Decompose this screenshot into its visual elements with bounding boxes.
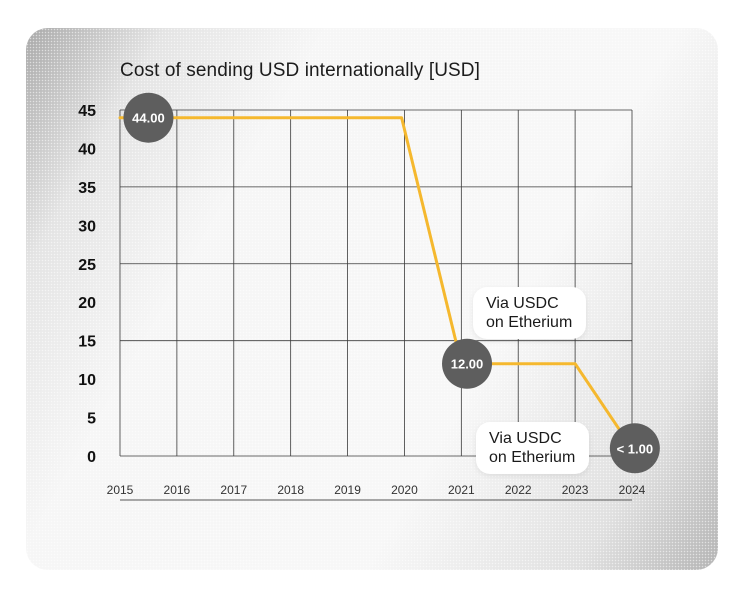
callout-line-1: Via USDC <box>486 295 559 312</box>
series-line <box>118 116 634 450</box>
y-tick-label: 30 <box>78 218 96 235</box>
y-tick-label: 20 <box>78 295 96 312</box>
value-bubble <box>609 423 660 474</box>
value-bubble-label: 12.00 <box>451 357 484 372</box>
x-tick-label: 2019 <box>334 483 361 497</box>
y-tick-label: 5 <box>87 411 96 428</box>
x-tick-label: 2017 <box>220 483 247 497</box>
x-tick-label: 2015 <box>107 483 134 497</box>
callout-line-2: on Etherium <box>486 314 573 331</box>
y-tick-label: 0 <box>87 449 96 466</box>
y-tick-label: 40 <box>78 141 96 158</box>
x-tick-label: 2022 <box>505 483 532 497</box>
x-tick-label: 2016 <box>164 483 191 497</box>
value-bubble-label: < 1.00 <box>617 441 654 456</box>
y-tick-label: 10 <box>78 372 96 389</box>
callout-line-2: on Etherium <box>489 449 576 466</box>
value-bubbles: 44.00 12.00 < 1.00 <box>123 92 660 474</box>
x-axis-ticks: 2015 2016 2017 2018 2019 2020 2021 2022 2023 2024 <box>107 483 646 497</box>
y-tick-label: 45 <box>78 103 96 120</box>
x-tick-label: 2021 <box>448 483 475 497</box>
y-tick-label: 25 <box>78 257 96 274</box>
value-bubble <box>123 92 174 143</box>
x-tick-label: 2024 <box>619 483 646 497</box>
y-tick-label: 15 <box>78 334 96 351</box>
chart-title: Cost of sending USD internationally [USD… <box>120 60 480 81</box>
callout-via-usdc-upper: Via USDC on Etherium <box>473 287 587 339</box>
x-tick-label: 2020 <box>391 483 418 497</box>
x-tick-label: 2023 <box>562 483 589 497</box>
x-tick-label: 2018 <box>277 483 304 497</box>
callout-line-1: Via USDC <box>489 430 562 447</box>
value-bubble-label: 44.00 <box>132 111 165 126</box>
y-axis-ticks: 0 5 10 15 20 25 30 35 40 45 <box>78 103 96 466</box>
value-bubble <box>442 338 493 389</box>
callout-via-usdc-lower: Via USDC on Etherium <box>476 422 590 474</box>
y-tick-label: 35 <box>78 180 96 197</box>
chart-grid <box>119 109 633 457</box>
series-layer <box>118 116 634 450</box>
